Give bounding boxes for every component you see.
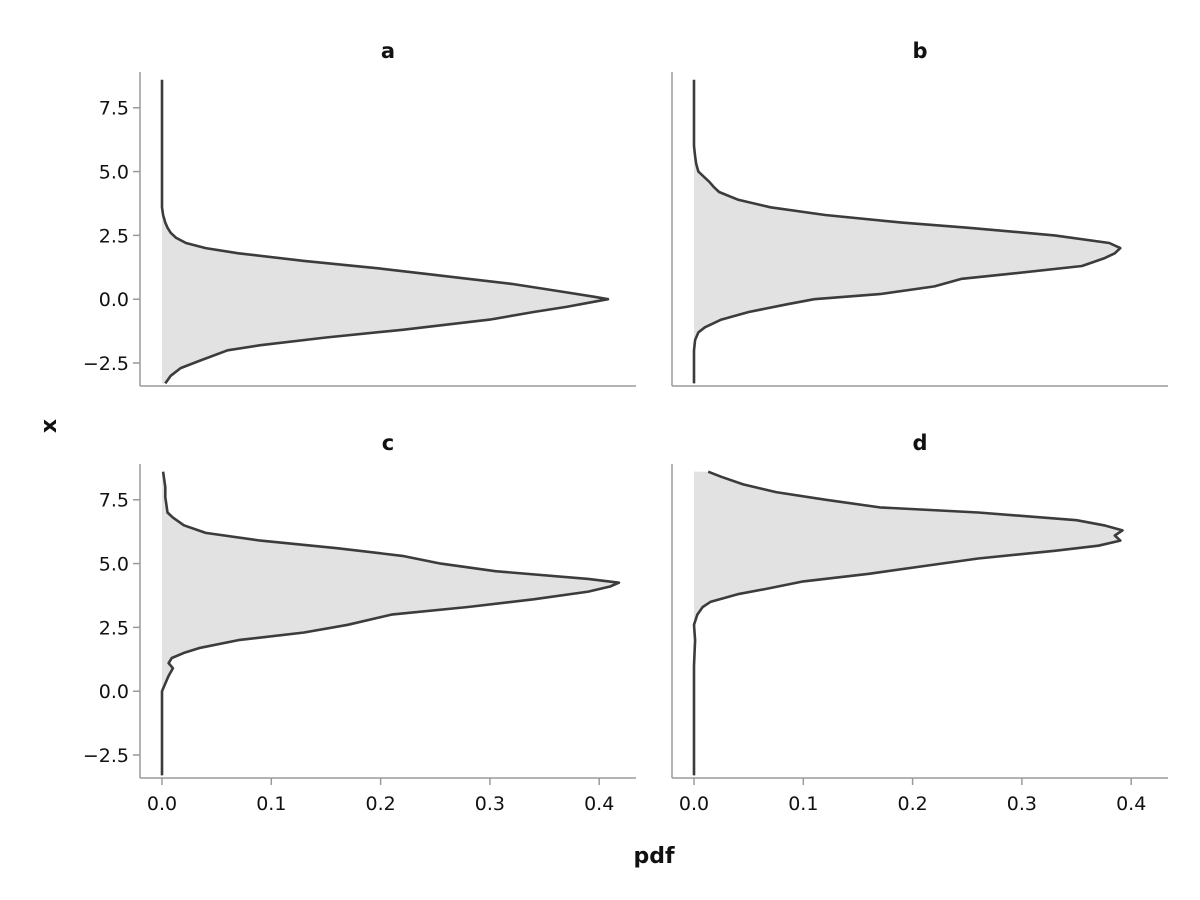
density-area-c: [162, 471, 619, 776]
y-tick-label-c-3: 5.0: [99, 554, 129, 576]
facet-panel-d: d 0.0 0.1 0.2 0.3 0.4: [671, 431, 1168, 815]
x-tick-label-c-1: 0.1: [256, 793, 286, 815]
y-tick-label-c-1: 0.0: [99, 681, 129, 703]
x-tick-label-c-0: 0.0: [147, 793, 177, 815]
x-tick-label-d-3: 0.3: [1007, 793, 1037, 815]
panel-title-b: b: [912, 39, 927, 63]
panel-title-c: c: [382, 431, 394, 455]
y-tick-label-a-2: 2.5: [99, 225, 129, 247]
density-area-a: [162, 79, 608, 384]
y-tick-label-c-2: 2.5: [99, 617, 129, 639]
x-tick-label-d-0: 0.0: [679, 793, 709, 815]
density-line-c: [160, 471, 621, 776]
y-tick-label-a-3: 5.0: [99, 162, 129, 184]
x-tick-label-d-2: 0.2: [897, 793, 927, 815]
density-area-b: [694, 79, 1121, 384]
x-tick-label-d-4: 0.4: [1116, 793, 1146, 815]
y-tick-label-a-1: 0.0: [99, 289, 129, 311]
y-tick-label-c-4: 7.5: [99, 490, 129, 512]
panel-title-d: d: [912, 431, 927, 455]
density-area-d: [694, 471, 1123, 776]
y-tick-label-a-0: −2.5: [83, 353, 129, 375]
x-tick-label-c-2: 0.2: [365, 793, 395, 815]
facet-panel-a: a −2.5 0.0 2.5 5.0 7.5: [83, 39, 636, 387]
x-tick-label-c-4: 0.4: [584, 793, 614, 815]
density-line-d: [692, 470, 1124, 776]
x-axis-label: pdf: [633, 844, 674, 869]
y-axis-label: x: [37, 419, 62, 433]
facet-panel-b: b: [671, 39, 1168, 387]
y-tick-label-a-4: 7.5: [99, 98, 129, 120]
density-line-b: [692, 79, 1122, 384]
facet-panel-c: c −2.5 0.0 2.5 5.0 7.5 0.0 0.1 0.2 0.3 0.4: [83, 431, 636, 815]
x-tick-label-d-1: 0.1: [788, 793, 818, 815]
x-tick-label-c-3: 0.3: [475, 793, 505, 815]
density-line-a: [160, 79, 610, 385]
y-tick-label-c-0: −2.5: [83, 745, 129, 767]
panel-title-a: a: [381, 39, 395, 63]
